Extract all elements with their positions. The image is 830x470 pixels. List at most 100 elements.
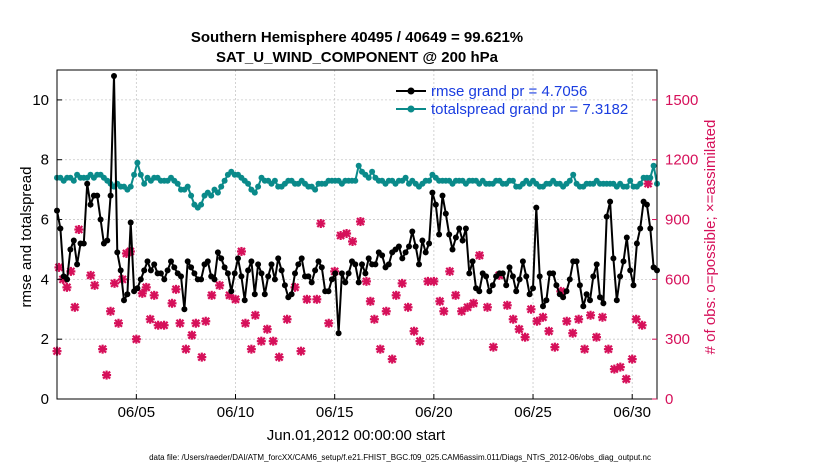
rmse-point: [452, 234, 459, 241]
rmse-point: [248, 258, 255, 265]
rmse-point: [204, 258, 211, 265]
obs-point: [631, 314, 641, 324]
obs-point: [90, 280, 100, 290]
rmse-point: [580, 303, 587, 310]
rmse-point: [168, 258, 174, 265]
rmse-point: [613, 297, 620, 304]
legend-marker: [407, 87, 415, 95]
obs-point: [342, 229, 352, 239]
rmse-point: [224, 270, 231, 277]
plot-frame: [56, 69, 658, 400]
rmse-point: [359, 261, 365, 268]
obs-point: [597, 312, 607, 322]
rmse-point: [147, 267, 154, 274]
rmse-point: [486, 288, 493, 295]
rmse-point: [412, 243, 419, 250]
obs-point: [538, 312, 548, 322]
rmse-point: [258, 270, 265, 277]
rmse-point: [137, 276, 144, 283]
rmse-point: [379, 252, 386, 259]
rmse-point: [318, 264, 325, 271]
rmse-point: [419, 237, 426, 244]
obs-point: [429, 276, 439, 286]
obs-point: [191, 318, 201, 328]
rmse-point: [161, 276, 168, 283]
rmse-point: [399, 255, 406, 262]
rmse-point: [67, 246, 74, 253]
obs-point: [381, 306, 391, 316]
plot-background: [57, 70, 657, 399]
rmse-point: [513, 288, 520, 295]
rmse-point: [328, 276, 335, 283]
rmse-point: [57, 225, 64, 232]
obs-point: [409, 326, 419, 336]
rmse-point: [409, 228, 416, 235]
y2-tick-label: 900: [665, 212, 690, 229]
obs-point: [603, 344, 613, 354]
x-tick-label: 06/05: [118, 404, 156, 421]
rmse-point: [530, 285, 536, 292]
rmse-point: [560, 294, 567, 301]
legend-label-rmse: rmse grand pr = 4.7056: [431, 83, 587, 100]
totalspread-point: [137, 171, 144, 178]
rmse-point: [446, 231, 453, 238]
rmse-point: [141, 267, 148, 274]
rmse-point: [238, 273, 245, 280]
rmse-point: [188, 264, 195, 271]
rmse-point: [265, 273, 272, 280]
obs-point: [149, 290, 159, 300]
rmse-point: [476, 288, 483, 295]
rmse-point: [365, 255, 372, 262]
rmse-point: [637, 225, 644, 232]
rmse-point: [456, 225, 463, 232]
rmse-point: [362, 270, 369, 277]
rmse-point: [627, 267, 634, 274]
rmse-point: [583, 291, 590, 298]
rmse-point: [439, 192, 446, 199]
totalspread-point: [627, 177, 634, 184]
rmse-point: [261, 291, 268, 298]
obs-point: [131, 334, 141, 344]
rmse-point: [623, 234, 630, 241]
x-tick-label: 06/15: [316, 404, 354, 421]
totalspread-point: [271, 177, 278, 184]
rmse-point: [385, 261, 392, 268]
rmse-point: [295, 261, 302, 268]
rmse-point: [312, 267, 319, 274]
totalspread-point: [251, 189, 258, 196]
rmse-point: [342, 279, 349, 286]
obs-point: [159, 320, 169, 330]
obs-point: [586, 310, 596, 320]
obs-point: [391, 290, 401, 300]
obs-point: [296, 346, 306, 356]
obs-point: [175, 318, 185, 328]
rmse-point: [275, 255, 282, 262]
rmse-point: [550, 270, 557, 277]
rmse-point: [406, 243, 412, 250]
obs-point: [415, 336, 425, 346]
obs-point: [514, 324, 524, 334]
obs-point: [215, 280, 225, 290]
obs-point: [463, 302, 473, 312]
obs-point: [403, 302, 413, 312]
legend-label-totalspread: totalspread grand pr = 7.3182: [431, 101, 628, 118]
x-axis-label: Jun.01,2012 00:00:00 start: [267, 427, 446, 444]
chart-title: Southern Hemisphere 40495 / 40649 = 99.6…: [191, 29, 523, 46]
obs-point: [387, 354, 397, 364]
rmse-point: [251, 291, 258, 298]
obs-point: [201, 316, 211, 326]
obs-point: [282, 314, 292, 324]
rmse-point: [587, 297, 593, 304]
totalspread-point: [134, 159, 141, 166]
rmse-point: [335, 330, 342, 337]
y-tick-label: 4: [41, 271, 49, 288]
rmse-point: [151, 261, 158, 268]
totalspread-point: [365, 174, 372, 181]
obs-point: [643, 179, 653, 189]
rmse-point: [553, 282, 560, 289]
obs-point: [439, 306, 449, 316]
totalspread-point: [184, 183, 191, 190]
rmse-point: [117, 267, 124, 274]
obs-point: [574, 314, 584, 324]
